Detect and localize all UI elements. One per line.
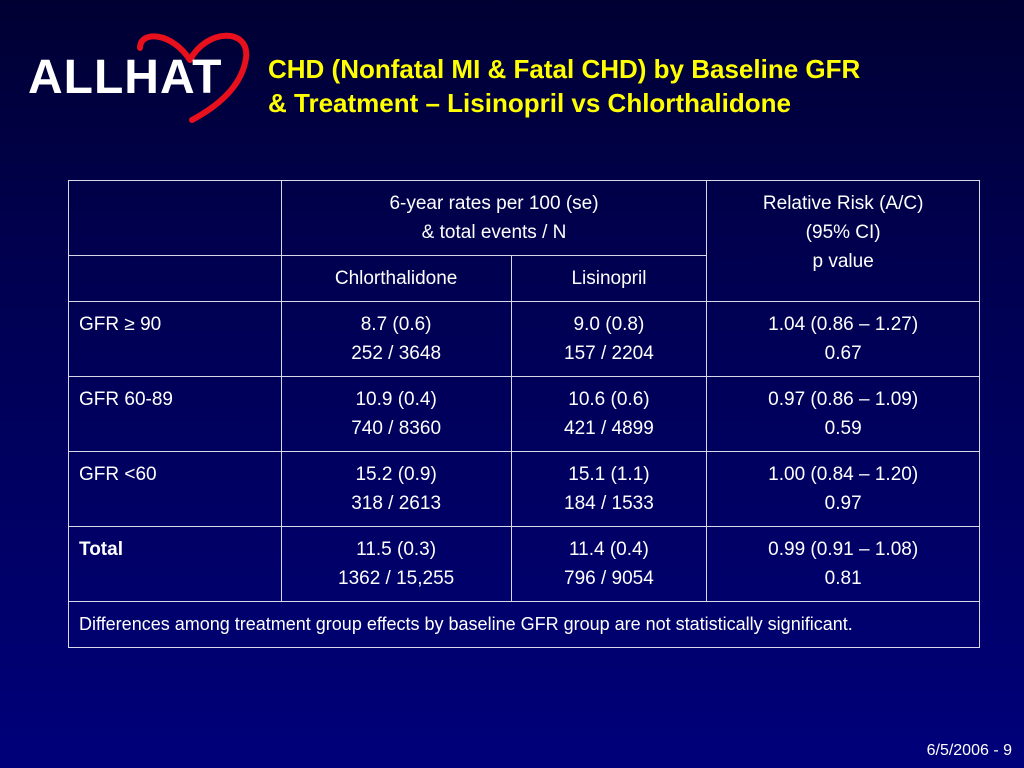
- lisinopril-events: 421 / 4899: [564, 418, 654, 439]
- header-rr-cell: Relative Risk (A/C) (95% CI) p value: [706, 180, 980, 302]
- lisinopril-cell: 11.4 (0.4) 796 / 9054: [510, 526, 708, 602]
- lisinopril-events: 184 / 1533: [564, 493, 654, 514]
- chlorthalidone-cell: 10.9 (0.4) 740 / 8360: [280, 376, 512, 452]
- lisinopril-cell: 15.1 (1.1) 184 / 1533: [510, 451, 708, 527]
- chlorthalidone-events: 1362 / 15,255: [338, 568, 455, 589]
- lisinopril-rate: 9.0 (0.8): [573, 314, 645, 335]
- header-rr-line-2: (95% CI): [805, 222, 881, 243]
- row-label: GFR ≥ 90: [68, 301, 282, 377]
- header-rates-line-2: & total events / N: [421, 222, 567, 243]
- slide-footer: 6/5/2006 - 9: [926, 742, 1012, 759]
- header-chlorthalidone: Chlorthalidone: [280, 255, 512, 302]
- header-empty-cell: [68, 255, 282, 302]
- header-rates-cell: 6-year rates per 100 (se) & total events…: [280, 180, 708, 256]
- row-label: GFR <60: [68, 451, 282, 527]
- p-value: 0.67: [824, 343, 862, 364]
- p-value: 0.59: [824, 418, 862, 439]
- title-line-1: CHD (Nonfatal MI & Fatal CHD) by Baselin…: [268, 54, 861, 84]
- header-rates-line-1: 6-year rates per 100 (se): [389, 193, 599, 214]
- chlorthalidone-rate: 11.5 (0.3): [356, 539, 437, 560]
- relative-risk-cell: 0.99 (0.91 – 1.08) 0.81: [706, 526, 980, 602]
- table-note-row: Differences among treatment group effect…: [68, 601, 980, 648]
- p-value: 0.97: [824, 493, 862, 514]
- relative-risk-value: 1.04 (0.86 – 1.27): [768, 314, 919, 335]
- table-row: GFR ≥ 90 8.7 (0.6) 252 / 3648 9.0 (0.8) …: [68, 301, 980, 377]
- chlorthalidone-events: 740 / 8360: [351, 418, 442, 439]
- relative-risk-cell: 0.97 (0.86 – 1.09) 0.59: [706, 376, 980, 452]
- header-lisinopril: Lisinopril: [510, 255, 708, 302]
- lisinopril-cell: 9.0 (0.8) 157 / 2204: [510, 301, 708, 377]
- lisinopril-rate: 11.4 (0.4): [568, 539, 649, 560]
- title-line-2: & Treatment – Lisinopril vs Chlorthalido…: [268, 88, 791, 118]
- chlorthalidone-cell: 15.2 (0.9) 318 / 2613: [280, 451, 512, 527]
- chlorthalidone-events: 318 / 2613: [351, 493, 442, 514]
- relative-risk-value: 1.00 (0.84 – 1.20): [768, 464, 919, 485]
- header-empty-cell: [68, 180, 282, 256]
- chlorthalidone-cell: 8.7 (0.6) 252 / 3648: [280, 301, 512, 377]
- lisinopril-events: 796 / 9054: [564, 568, 654, 589]
- table-header-row-1: 6-year rates per 100 (se) & total events…: [68, 180, 980, 302]
- table-row: Total 11.5 (0.3) 1362 / 15,255 11.4 (0.4…: [68, 526, 980, 602]
- chlorthalidone-events: 252 / 3648: [351, 343, 442, 364]
- relative-risk-value: 0.99 (0.91 – 1.08): [768, 539, 919, 560]
- header-rr-line-1: Relative Risk (A/C): [762, 193, 924, 214]
- relative-risk-cell: 1.00 (0.84 – 1.20) 0.97: [706, 451, 980, 527]
- heart-icon: [137, 32, 250, 123]
- chlorthalidone-rate: 15.2 (0.9): [355, 464, 437, 485]
- relative-risk-value: 0.97 (0.86 – 1.09): [768, 389, 919, 410]
- allhat-logo: ALLHAT: [22, 24, 254, 124]
- lisinopril-cell: 10.6 (0.6) 421 / 4899: [510, 376, 708, 452]
- relative-risk-cell: 1.04 (0.86 – 1.27) 0.67: [706, 301, 980, 377]
- table-row: GFR 60-89 10.9 (0.4) 740 / 8360 10.6 (0.…: [68, 376, 980, 452]
- table-footnote: Differences among treatment group effect…: [68, 601, 980, 648]
- table-header-row-2: Chlorthalidone Lisinopril: [68, 255, 980, 302]
- lisinopril-rate: 10.6 (0.6): [568, 389, 650, 410]
- table-row: GFR <60 15.2 (0.9) 318 / 2613 15.1 (1.1)…: [68, 451, 980, 527]
- lisinopril-events: 157 / 2204: [564, 343, 654, 364]
- chlorthalidone-rate: 8.7 (0.6): [360, 314, 432, 335]
- chlorthalidone-cell: 11.5 (0.3) 1362 / 15,255: [280, 526, 512, 602]
- logo-text: ALLHAT: [28, 51, 223, 104]
- results-table: 6-year rates per 100 (se) & total events…: [68, 180, 980, 648]
- header-rr-line-3: p value: [812, 251, 874, 272]
- p-value: 0.81: [824, 568, 862, 589]
- lisinopril-rate: 15.1 (1.1): [568, 464, 650, 485]
- chlorthalidone-rate: 10.9 (0.4): [355, 389, 437, 410]
- row-label-total: Total: [68, 526, 282, 602]
- slide-title: CHD (Nonfatal MI & Fatal CHD) by Baselin…: [268, 52, 1008, 120]
- row-label: GFR 60-89: [68, 376, 282, 452]
